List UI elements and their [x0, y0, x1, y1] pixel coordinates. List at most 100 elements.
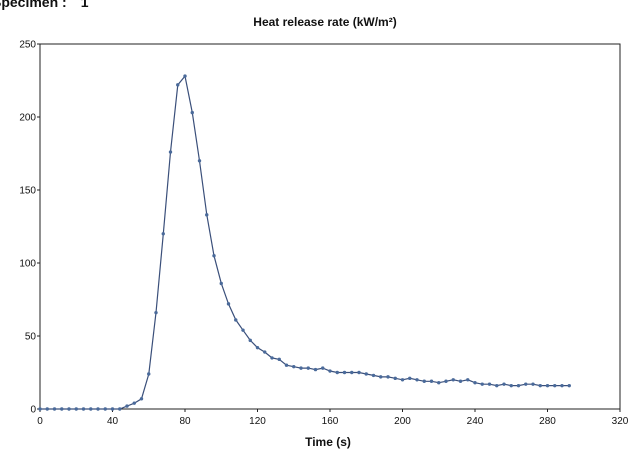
data-point [263, 350, 267, 354]
data-point [400, 378, 405, 382]
data-point [379, 375, 383, 379]
x-tick-label: 320 [612, 416, 629, 427]
y-tick-label: 100 [19, 259, 36, 270]
data-point [161, 232, 165, 236]
specimen-label: Specimen : [0, 0, 67, 10]
data-point [480, 382, 484, 386]
data-point [219, 281, 223, 286]
data-point [321, 366, 325, 370]
data-point [147, 372, 151, 376]
plot-frame [39, 43, 621, 410]
x-tick-label: 280 [539, 416, 556, 427]
x-tick-label: 80 [179, 416, 191, 427]
data-point [81, 407, 86, 411]
data-point [292, 364, 296, 369]
data-point [241, 328, 245, 332]
data-point [183, 74, 187, 78]
data-point [168, 150, 173, 154]
data-point [103, 407, 107, 411]
data-point [176, 83, 180, 87]
data-point [553, 383, 557, 388]
data-point [408, 376, 412, 381]
data-point [357, 370, 361, 375]
data-point [270, 356, 274, 360]
data-point [255, 345, 260, 350]
y-axis: 0 50 100 150 200 250 [19, 40, 40, 416]
chart-title: Heat release rate (kW/m²) [253, 15, 396, 29]
x-axis: 0 40 80 120 160 200 240 280 320 [37, 409, 629, 427]
data-point [212, 254, 216, 258]
data-point [386, 375, 390, 379]
x-axis-label: Time (s) [305, 435, 351, 449]
data-point [429, 379, 434, 383]
data-point [306, 366, 310, 370]
data-point [545, 383, 550, 388]
data-point [118, 407, 122, 411]
y-tick-label: 250 [19, 40, 36, 51]
y-tick-label: 200 [19, 113, 36, 124]
data-point [139, 397, 144, 401]
data-point [516, 383, 521, 388]
data-point [132, 401, 136, 405]
data-point [524, 382, 528, 386]
data-point [422, 379, 426, 383]
data-point [110, 407, 115, 411]
data-point [96, 407, 100, 411]
specimen-value: 1 [80, 0, 89, 10]
x-tick-label: 40 [107, 416, 119, 427]
data-point [52, 407, 57, 411]
data-point [444, 379, 448, 383]
data-point [45, 407, 49, 411]
y-tick-label: 150 [19, 186, 36, 197]
data-point [415, 378, 419, 382]
data-point [277, 357, 281, 362]
data-point [328, 369, 332, 373]
data-point [74, 407, 78, 411]
data-point [234, 318, 238, 322]
data-point [437, 381, 441, 385]
data-point [342, 370, 347, 375]
data-point [567, 383, 571, 388]
data-point [502, 382, 506, 386]
x-tick-label: 0 [37, 416, 43, 427]
data-point [495, 383, 499, 388]
x-tick-label: 160 [322, 416, 339, 427]
data-point [473, 381, 477, 385]
data-point [248, 338, 252, 343]
data-point [67, 407, 71, 411]
data-point [226, 302, 231, 306]
specimen-heading: Specimen : 1 [0, 0, 89, 10]
data-point [451, 378, 455, 382]
data-point [299, 366, 303, 370]
x-tick-label: 240 [467, 416, 484, 427]
data-point [531, 382, 535, 386]
y-tick-label: 0 [30, 405, 36, 416]
data-point [190, 110, 194, 115]
data-point [197, 159, 202, 163]
data-point [393, 376, 397, 381]
x-tick-label: 200 [394, 416, 411, 427]
data-point [154, 310, 158, 315]
series-markers [38, 74, 571, 411]
data-point [205, 213, 209, 217]
data-point [364, 372, 368, 376]
data-point [60, 407, 64, 411]
data-point [313, 367, 318, 372]
data-point [538, 383, 542, 388]
data-point [458, 379, 463, 383]
y-tick-label: 50 [25, 332, 37, 343]
data-point [284, 363, 289, 367]
data-point [89, 407, 93, 411]
data-point [350, 370, 354, 375]
data-point [487, 382, 492, 386]
data-point [509, 383, 513, 388]
data-point [560, 383, 564, 388]
data-point [38, 407, 42, 411]
x-tick-label: 120 [249, 416, 266, 427]
data-point [335, 370, 339, 375]
data-point [125, 404, 129, 408]
data-point [466, 378, 470, 382]
data-point [371, 373, 376, 378]
series-line [40, 74, 570, 410]
